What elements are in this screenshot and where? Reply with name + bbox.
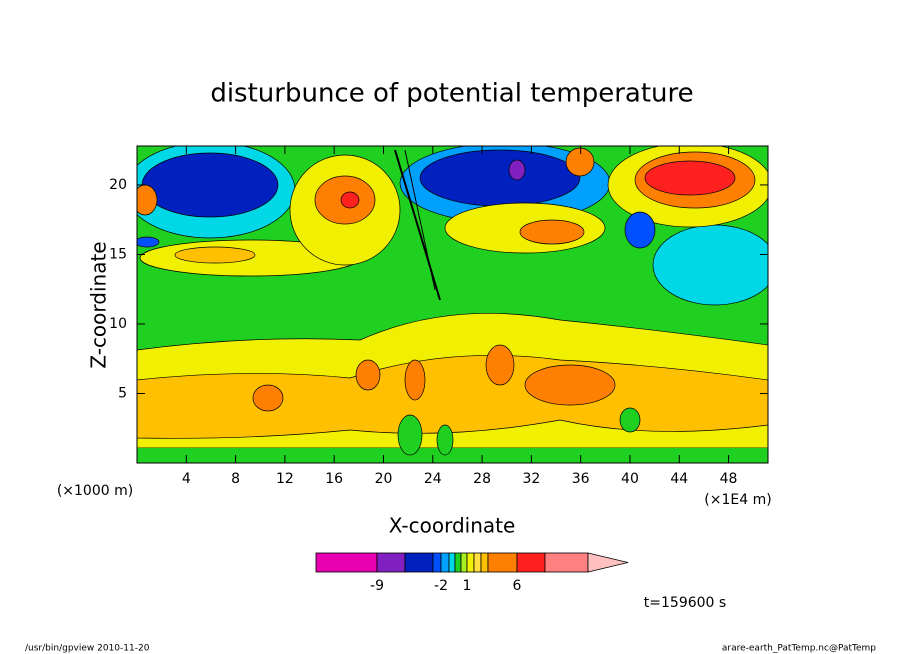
y-axis-label: Z-coordinate [87,241,111,368]
colorbar-segment [376,552,406,573]
x-axis-label: X-coordinate [389,514,516,538]
x-tick-label: 16 [325,471,343,487]
time-label: t=159600 s [644,595,726,611]
x-tick-label: 32 [522,471,540,487]
x-tick-label: 8 [231,471,240,487]
x-tick-label: 4 [182,471,191,487]
colorbar-label: -2 [434,578,448,594]
footer-left: /usr/bin/gpview 2010-11-20 [25,644,150,654]
colorbar-segment [516,552,546,573]
x-tick-label: 12 [276,471,294,487]
footer-right: arare-earth_PatTemp.nc@PatTemp [722,644,876,654]
x-tick-label: 40 [621,471,639,487]
colorbar-segment [473,552,482,573]
colorbar-label: -9 [370,578,384,594]
x-unit-left: (×1000 m) [57,483,133,499]
colorbar-segment [440,552,450,573]
x-tick-label: 20 [375,471,393,487]
x-unit-right: (×1E4 m) [704,492,771,508]
colorbar-label: 1 [463,578,472,594]
x-tick-label: 44 [670,471,688,487]
colorbar-segment [466,552,475,573]
x-tick-label: 48 [720,471,738,487]
x-tick-label: 28 [473,471,491,487]
colorbar-segment [315,552,378,573]
chart-title: disturbunce of potential temperature [210,79,693,109]
y-tick-label: 20 [109,177,127,193]
colorbar-segment [448,552,456,573]
colorbar-label: 6 [513,578,522,594]
y-tick-label: 10 [109,316,127,332]
colorbar-extension [587,552,629,573]
x-tick-label: 24 [424,471,442,487]
colorbar-segment [454,552,462,573]
y-tick-label: 15 [109,246,127,262]
colorbar-segment [487,552,518,573]
colorbar-segment [404,552,434,573]
x-tick-label: 36 [572,471,590,487]
y-tick-label: 5 [118,385,127,401]
colorbar-segment [480,552,489,573]
contour-field [137,146,768,463]
colorbar-segment [544,552,589,573]
colorbar-segment [460,552,468,573]
plot-frame [136,145,769,464]
colorbar-segment [432,552,442,573]
